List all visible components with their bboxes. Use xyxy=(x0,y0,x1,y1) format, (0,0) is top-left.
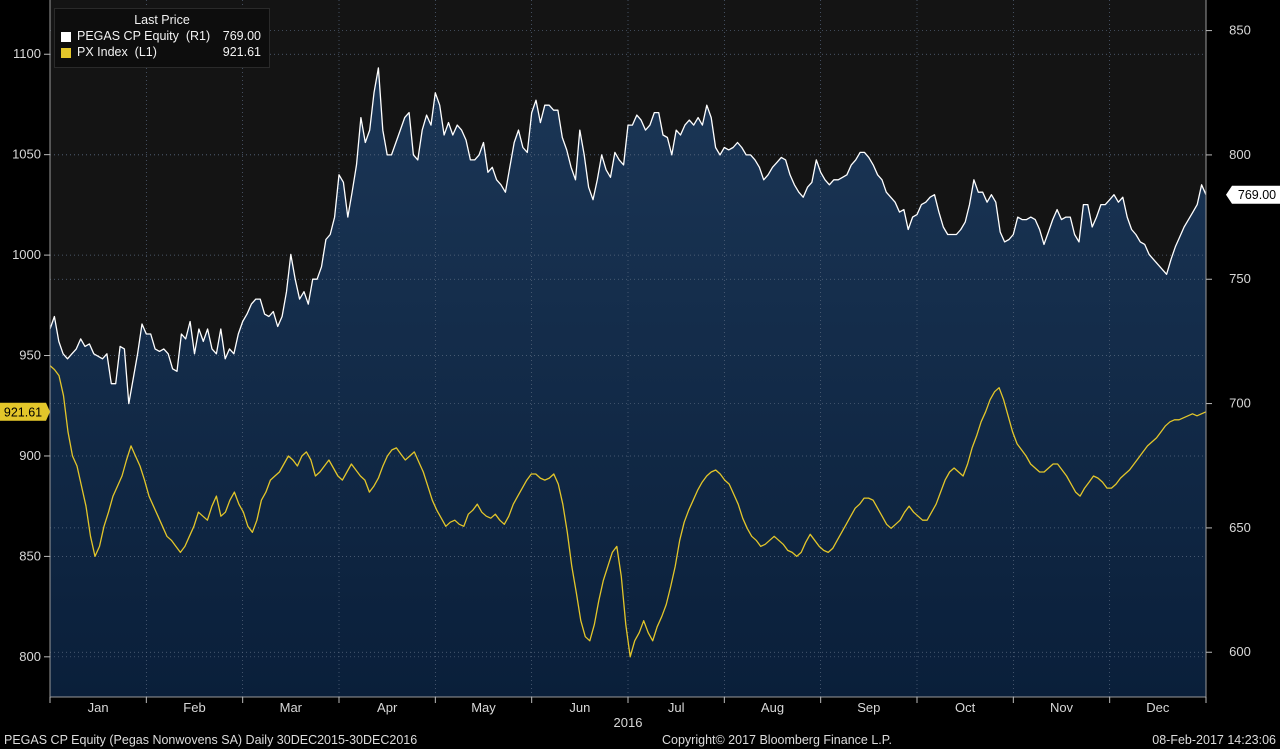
current-value-badge-right xyxy=(1226,185,1280,204)
x-axis-month-label: Oct xyxy=(955,700,976,715)
x-axis-month-label: Aug xyxy=(761,700,784,715)
legend-label-pegas: PEGAS CP Equity (R1) xyxy=(77,29,211,43)
legend-title: Last Price xyxy=(134,13,190,27)
legend-label-px: PX Index (L1) xyxy=(77,45,157,59)
right-axis-tick-label: 800 xyxy=(1229,147,1251,162)
x-axis-year-label: 2016 xyxy=(614,715,643,730)
x-axis-month-label: Jan xyxy=(88,700,109,715)
legend-entry-px: PX Index (L1) 921.61 xyxy=(59,45,263,61)
x-axis-month-label: Apr xyxy=(377,700,398,715)
legend-swatch-px xyxy=(61,48,71,58)
left-axis-tick-label: 1050 xyxy=(12,147,41,162)
left-axis-tick-label: 1100 xyxy=(13,46,41,61)
current-value-left-text: 921.61 xyxy=(4,405,42,419)
left-axis-tick-label: 900 xyxy=(19,448,41,463)
right-axis-tick-label: 850 xyxy=(1229,23,1251,38)
x-axis-month-label: Jul xyxy=(668,700,685,715)
legend-swatch-pegas xyxy=(61,32,71,42)
legend-value-pegas: 769.00 xyxy=(222,29,261,43)
right-axis-tick-label: 750 xyxy=(1229,271,1251,286)
legend-entry-pegas: PEGAS CP Equity (R1) 769.00 xyxy=(59,29,263,45)
legend: Last Price PEGAS CP Equity (R1) 769.00 P… xyxy=(54,8,270,68)
legend-value-px: 921.61 xyxy=(222,45,261,59)
current-value-badge-left-pointer xyxy=(46,402,50,421)
x-axis-month-label: Nov xyxy=(1050,700,1074,715)
left-axis-tick-label: 1000 xyxy=(12,247,41,262)
left-axis-tick-label: 850 xyxy=(19,548,41,563)
series-line-px-index xyxy=(49,365,1207,658)
x-axis-month-label: Feb xyxy=(183,700,205,715)
footer-security-info: PEGAS CP Equity (Pegas Nonwovens SA) Dai… xyxy=(4,733,418,747)
series-line-pegas-cp-equity xyxy=(49,67,1207,405)
right-axis-tick-label: 700 xyxy=(1229,396,1251,411)
x-axis-month-label: Mar xyxy=(280,700,303,715)
right-axis-tick-label: 600 xyxy=(1229,644,1251,659)
x-axis-month-label: Sep xyxy=(857,700,880,715)
footer-timestamp: 08-Feb-2017 14:23:06 xyxy=(1152,733,1276,747)
left-axis-tick-label: 800 xyxy=(19,649,41,664)
left-axis-tick-label: 950 xyxy=(19,348,41,363)
x-axis-month-label: Jun xyxy=(569,700,590,715)
footer-copyright: Copyright© 2017 Bloomberg Finance L.P. xyxy=(662,733,892,747)
x-axis-month-label: Dec xyxy=(1146,700,1170,715)
area-fill-0 xyxy=(50,67,1206,697)
current-value-badge-left xyxy=(0,402,46,421)
right-axis-tick-label: 650 xyxy=(1229,520,1251,535)
current-value-right-text: 769.00 xyxy=(1238,188,1276,202)
x-axis-month-label: May xyxy=(471,700,496,715)
